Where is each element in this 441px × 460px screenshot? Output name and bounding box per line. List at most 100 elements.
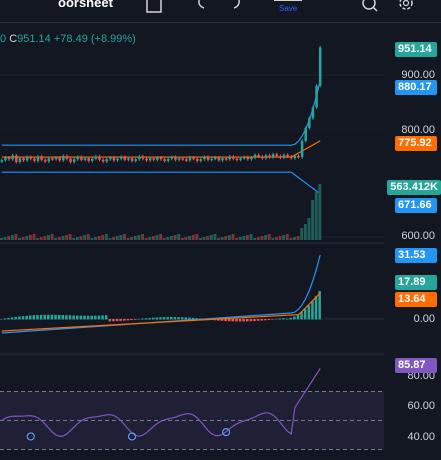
candles (0, 45, 322, 164)
candle (11, 155, 14, 160)
volume-bar (25, 236, 29, 240)
candle (80, 157, 83, 160)
volume-bar (285, 234, 289, 240)
gear-icon[interactable] (398, 0, 414, 14)
macd-histogram-bar (72, 315, 75, 320)
volume-bar (18, 238, 21, 240)
macd-histogram-bar (148, 317, 151, 320)
macd-histogram-bar (231, 319, 235, 322)
volume-bar (238, 237, 242, 240)
candle (308, 118, 311, 128)
candle (152, 158, 156, 160)
candle (264, 155, 268, 159)
candle (214, 157, 217, 160)
candle (40, 156, 43, 160)
volume-bar (50, 234, 54, 240)
macd-histogram-bar (224, 319, 227, 322)
volume-bar (47, 235, 50, 240)
macd-histogram-bar (21, 316, 25, 320)
candle (98, 156, 101, 160)
macd-histogram-bar (36, 315, 39, 320)
candle (174, 157, 177, 160)
candle (51, 158, 54, 160)
volume-bar (271, 238, 275, 240)
candle (15, 155, 18, 162)
candle (156, 157, 159, 160)
volume-bar (242, 236, 246, 240)
volume-bar (256, 237, 260, 240)
price-label-900: 900.00 (401, 69, 435, 81)
rsi-badge: 85.87 (395, 358, 437, 373)
macd-histogram-bar (166, 317, 169, 320)
redo-icon[interactable] (226, 0, 242, 14)
signal-badge: 13.64 (395, 292, 437, 307)
save-button[interactable]: Save (272, 0, 308, 18)
macd-histogram-bar (314, 296, 318, 320)
candle (242, 157, 246, 159)
volume-bar (65, 235, 69, 240)
macd-histogram-bar (217, 319, 220, 321)
volume-bar (224, 236, 228, 240)
macd-histogram-bar (79, 315, 83, 320)
candle (33, 158, 36, 161)
volume-bar (166, 237, 170, 240)
volume-bar (90, 238, 94, 240)
volume-bar (141, 234, 144, 240)
rsi-label-40: 40.00 (407, 431, 435, 443)
candle (195, 158, 199, 161)
candle (203, 157, 206, 160)
macd-histogram-bar (260, 319, 264, 321)
macd-histogram-bar (137, 318, 141, 320)
volume-bar (10, 235, 14, 240)
candle (228, 156, 232, 160)
volume-bar (231, 234, 235, 240)
undo-icon[interactable] (196, 0, 212, 14)
candle (318, 47, 322, 86)
candle (275, 154, 279, 156)
chart-title[interactable]: oorsheet (58, 0, 113, 10)
macd-histogram-bar (75, 315, 79, 320)
macd-histogram-bar (180, 317, 184, 320)
candle (170, 157, 174, 159)
signal-line (1, 292, 321, 332)
macd-histogram-bar (130, 319, 133, 321)
volume-bar (206, 236, 210, 240)
candle (271, 154, 275, 158)
volume-bar (79, 236, 83, 240)
candle (210, 158, 213, 161)
macd-histogram-bar (10, 317, 14, 320)
macd-histogram-bar (238, 319, 242, 322)
volume-bar (57, 237, 61, 240)
volume-bar (191, 235, 195, 240)
macd-histogram-bar (227, 319, 231, 322)
volume-bar (86, 234, 90, 240)
volume-bar (184, 237, 188, 240)
volume-bar (260, 236, 264, 240)
macd-histogram-bar (112, 319, 115, 322)
window-icon[interactable] (146, 0, 162, 14)
volume-bar (115, 236, 119, 240)
macd-histogram-bar (83, 315, 86, 320)
candle (148, 158, 152, 161)
candle (221, 158, 224, 161)
volume-bar (7, 236, 11, 240)
histogram-badge: 17.89 (395, 275, 437, 290)
candle (253, 154, 257, 158)
chart-canvas[interactable] (0, 22, 384, 460)
candle (315, 85, 318, 108)
candle (94, 156, 98, 159)
macd-histogram-bar (115, 319, 119, 322)
volume-bar (14, 234, 18, 240)
macd-histogram-bar (267, 319, 271, 320)
candle (130, 158, 134, 161)
macd-histogram-bar (144, 318, 148, 320)
candle (311, 107, 315, 119)
macd-badge: 31.53 (395, 248, 437, 263)
macd-histogram-bar (162, 317, 166, 320)
search-icon[interactable] (362, 0, 378, 14)
candle (286, 154, 289, 157)
volume-bar (159, 234, 163, 240)
candle (217, 157, 221, 161)
macd-histogram-bar (253, 319, 256, 322)
candle (261, 156, 264, 159)
